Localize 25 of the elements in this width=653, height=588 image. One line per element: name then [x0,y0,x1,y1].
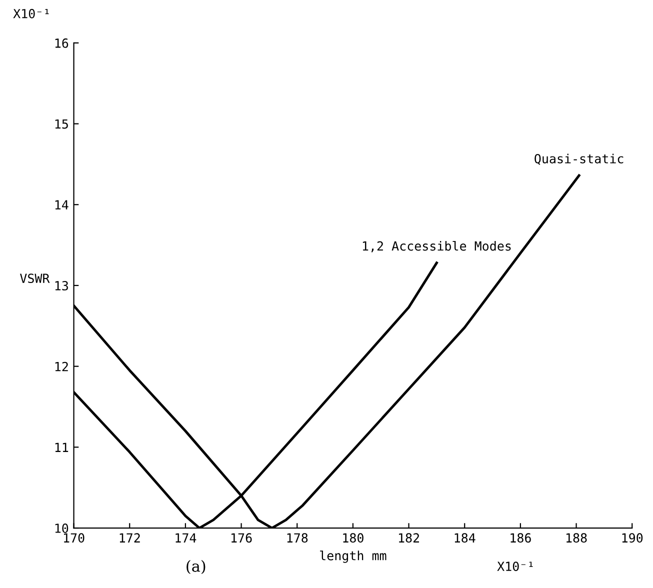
x-axis-title: length mm [320,550,386,563]
x-tick-label: 172 [120,533,140,542]
y-tick-label: 12 [55,362,68,372]
text: X10⁻¹ [13,8,49,18]
x-tick-label: 186 [510,533,531,543]
series-label: Quasi-static [534,154,624,165]
series-label: 1,2 Accessible Modes [362,240,511,252]
x-tick-label: 190 [622,533,643,543]
x-tick-label: 178 [287,533,308,543]
x-tick-label: 188 [566,533,587,543]
x-tick-label: 170 [64,533,84,543]
x-tick-label: 182 [398,533,420,543]
y-tick-label: 13 [55,280,68,290]
x-tick-label: 176 [231,533,252,543]
y-tick-label: 16 [55,38,68,48]
y-tick-label: 14 [55,200,68,210]
text: (a) [186,560,206,574]
y-axis-title: VSWR [20,274,50,284]
y-tick-label: 10 [55,524,68,533]
text: X10⁻¹ [497,562,533,572]
y-tick-label: 11 [55,442,68,452]
y-tick-label: 15 [55,119,68,129]
x-tick-label: 184 [454,533,476,543]
x-tick-label: 180 [343,533,364,543]
x-tick-label: 174 [176,533,196,542]
